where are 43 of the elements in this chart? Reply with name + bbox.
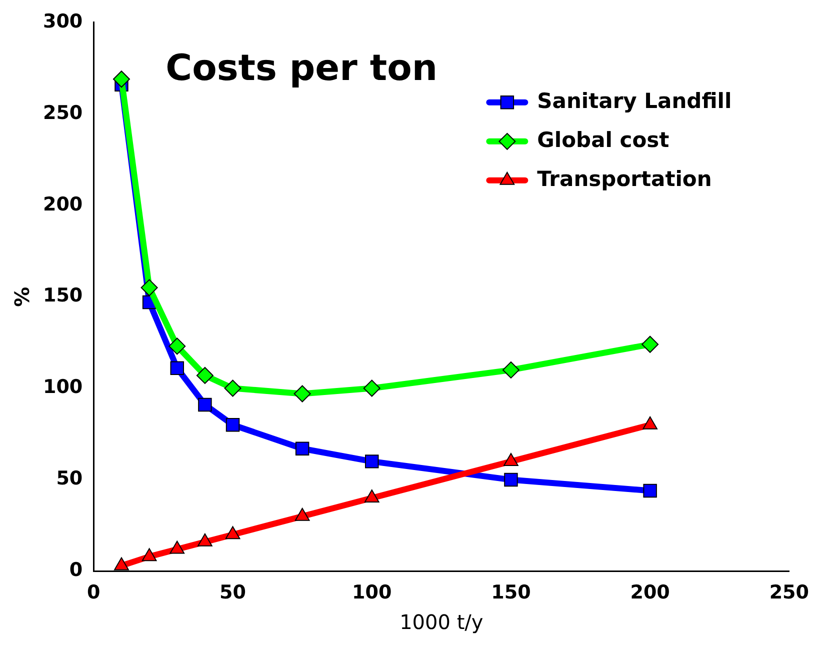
x-tick-label: 50 (220, 582, 246, 604)
point (502, 361, 520, 378)
point (643, 484, 657, 498)
point (114, 557, 129, 570)
point (140, 279, 158, 296)
y-tick-label: 50 (56, 468, 83, 490)
point (196, 366, 214, 384)
x-tick-label: 100 (352, 582, 392, 604)
point (364, 490, 380, 503)
point (198, 533, 212, 546)
point (226, 418, 240, 432)
x-tick-label: 200 (630, 582, 670, 604)
point (168, 338, 186, 355)
point (142, 548, 157, 562)
point (294, 508, 310, 521)
y-tick-label: 0 (69, 559, 83, 582)
x-tick-label: 150 (491, 582, 531, 604)
text: Costs per ton (166, 48, 438, 89)
point (198, 398, 212, 412)
point (294, 385, 311, 402)
point (295, 442, 310, 456)
y-tick-label: 200 (42, 193, 83, 216)
x-axis-title: 1000 t/y (400, 610, 484, 634)
x-tick-label: 0 (87, 582, 100, 604)
y-tick-label: 250 (42, 102, 83, 124)
point (504, 452, 518, 466)
legend-label: Transportation (537, 166, 712, 191)
legend-label: Global cost (537, 128, 670, 152)
point (363, 380, 380, 397)
point (224, 380, 242, 397)
point (642, 336, 659, 353)
y-tick-label: 150 (42, 284, 83, 307)
y-tick-label: 300 (42, 10, 83, 32)
point (504, 472, 518, 487)
y-axis-title: % (10, 286, 34, 307)
point (225, 526, 240, 540)
y-tick-label: 100 (42, 376, 83, 398)
point (365, 454, 379, 468)
point (170, 361, 184, 376)
point (642, 416, 658, 430)
x-tick-label: 250 (769, 582, 810, 604)
legend-label: Sanitary Landfill (537, 88, 732, 113)
point (170, 540, 185, 554)
